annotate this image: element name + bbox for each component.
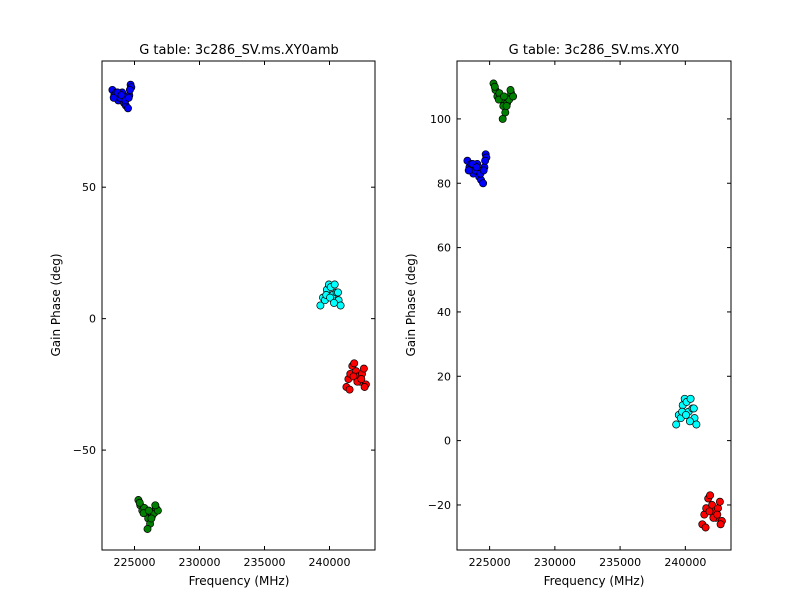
- right-series-2-point: [682, 410, 690, 419]
- left-series-3-point: [357, 375, 366, 384]
- left-series-1-point: [147, 514, 156, 523]
- right-x-tick-label: 240000: [664, 556, 706, 569]
- left-chart-points: [108, 80, 370, 533]
- right-y-tick-label: 60: [437, 242, 451, 255]
- left-y-tick-label: 50: [82, 181, 96, 194]
- right-series-3-point: [715, 497, 724, 506]
- left-series-1-point: [144, 506, 153, 515]
- right-series-0-point: [464, 166, 473, 175]
- right-series-2-point: [672, 420, 681, 429]
- right-chart-points: [463, 79, 726, 532]
- right-x-tick-label: 235000: [599, 556, 641, 569]
- left-series-3-point: [360, 383, 369, 391]
- left-series-1-point: [135, 498, 144, 507]
- right-chart-title: G table: 3c286_SV.ms.XY0: [509, 43, 680, 58]
- left-series-3-point: [350, 359, 359, 368]
- right-series-3-point: [701, 523, 710, 532]
- right-series-3-point: [706, 491, 715, 500]
- left-chart-panel: G table: 3c286_SV.ms.XY0amb 225000 230000…: [49, 43, 376, 588]
- left-x-axis-label: Frequency (MHz): [189, 574, 290, 588]
- left-y-axis-label: Gain Phase (deg): [49, 253, 63, 356]
- left-series-2-point: [316, 301, 325, 310]
- left-x-tick-label: 240000: [309, 556, 351, 569]
- left-series-0-point: [124, 104, 132, 113]
- right-y-tick-label: 40: [437, 306, 451, 319]
- right-y-tick-label: −20: [428, 499, 451, 512]
- right-series-2-point: [686, 394, 695, 403]
- right-series-3-point: [716, 520, 725, 529]
- left-series-3-point: [359, 364, 368, 373]
- right-x-tick-label: 230000: [534, 556, 576, 569]
- left-chart-title: G table: 3c286_SV.ms.XY0amb: [139, 43, 339, 58]
- left-series-3-point: [345, 385, 354, 394]
- right-series-3-point: [705, 507, 714, 516]
- right-series-1-point: [506, 86, 515, 94]
- left-series-1-point: [151, 501, 160, 510]
- left-y-tick-label: −50: [73, 444, 96, 457]
- left-x-tick-label: 230000: [179, 556, 221, 569]
- left-x-tick-label: 225000: [114, 556, 156, 569]
- right-series-1-point: [498, 114, 507, 123]
- left-series-0-point: [125, 85, 134, 94]
- right-series-2-point: [689, 404, 698, 413]
- left-series-3-point: [349, 372, 358, 381]
- left-series-2-point: [326, 293, 335, 302]
- right-series-0-point: [472, 163, 481, 172]
- right-x-tick-label: 225000: [469, 556, 511, 569]
- right-plot-frame: [456, 60, 732, 551]
- right-y-tick-label: 80: [437, 177, 451, 190]
- right-series-1-point: [502, 102, 511, 110]
- left-chart-ticks: 225000 230000 235000 240000 −50 0 50: [73, 61, 375, 569]
- right-series-1-point: [500, 92, 508, 101]
- left-series-0-point: [124, 93, 133, 102]
- left-series-2-point: [330, 280, 339, 289]
- left-x-tick-label: 235000: [244, 556, 286, 569]
- right-series-2-point: [685, 417, 694, 426]
- right-y-tick-label: 20: [437, 370, 451, 383]
- right-y-tick-label: 0: [444, 435, 451, 448]
- right-y-axis-label: Gain Phase (deg): [404, 253, 418, 356]
- right-chart-ticks: 225000 230000 235000 240000 −20 0 20 40 60 80 100: [428, 61, 731, 569]
- right-series-0-point: [481, 156, 490, 165]
- right-series-0-point: [479, 166, 488, 175]
- left-series-0-point: [117, 91, 126, 100]
- left-series-0-point: [109, 93, 118, 102]
- right-chart-panel: G table: 3c286_SV.ms.XY0 225000 230000 235…: [404, 43, 732, 588]
- right-x-axis-label: Frequency (MHz): [544, 574, 645, 588]
- left-series-2-point: [334, 288, 342, 297]
- left-y-tick-label: 0: [89, 313, 96, 326]
- right-series-0-point: [479, 179, 488, 188]
- left-series-2-point: [330, 298, 338, 307]
- right-series-1-point: [490, 82, 499, 91]
- right-y-tick-label: 100: [430, 113, 451, 126]
- left-series-2-point: [336, 301, 345, 310]
- right-series-3-point: [713, 510, 722, 519]
- right-series-2-point: [692, 420, 701, 429]
- left-series-1-point: [143, 525, 152, 533]
- left-plot-frame: [101, 60, 376, 551]
